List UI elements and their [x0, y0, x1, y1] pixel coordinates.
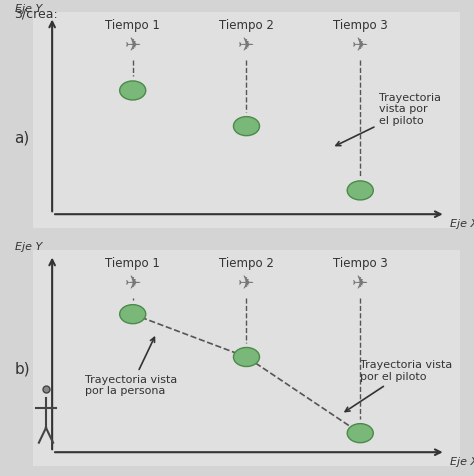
Text: Tiempo 2: Tiempo 2	[219, 257, 274, 270]
Text: Eje Y: Eje Y	[16, 4, 43, 14]
Ellipse shape	[119, 305, 146, 324]
Ellipse shape	[347, 424, 374, 443]
Text: ✈: ✈	[352, 36, 368, 55]
Text: Tiempo 1: Tiempo 1	[105, 19, 160, 32]
Text: ✈: ✈	[238, 274, 255, 293]
Text: 3/crea:: 3/crea:	[14, 7, 58, 20]
Text: Trayectoria
vista por
el piloto: Trayectoria vista por el piloto	[336, 93, 441, 146]
Text: Trayectoria vista
por la persona: Trayectoria vista por la persona	[85, 337, 178, 397]
Text: Eje X: Eje X	[450, 457, 474, 467]
Ellipse shape	[233, 347, 260, 367]
Text: ✈: ✈	[238, 36, 255, 55]
Text: Eje X: Eje X	[450, 219, 474, 229]
Text: b): b)	[14, 361, 30, 377]
Text: Tiempo 1: Tiempo 1	[105, 257, 160, 270]
Text: Eje Y: Eje Y	[16, 242, 43, 252]
Text: a): a)	[14, 130, 29, 146]
Ellipse shape	[119, 81, 146, 100]
Text: Tiempo 3: Tiempo 3	[333, 19, 388, 32]
Text: Trayectoria vista
por el piloto: Trayectoria vista por el piloto	[345, 360, 453, 412]
Text: ✈: ✈	[352, 274, 368, 293]
Text: ✈: ✈	[125, 36, 141, 55]
Text: ✈: ✈	[125, 274, 141, 293]
Text: Tiempo 2: Tiempo 2	[219, 19, 274, 32]
Ellipse shape	[233, 117, 260, 136]
Ellipse shape	[347, 181, 374, 200]
Text: Tiempo 3: Tiempo 3	[333, 257, 388, 270]
FancyBboxPatch shape	[33, 12, 460, 228]
FancyBboxPatch shape	[33, 250, 460, 466]
